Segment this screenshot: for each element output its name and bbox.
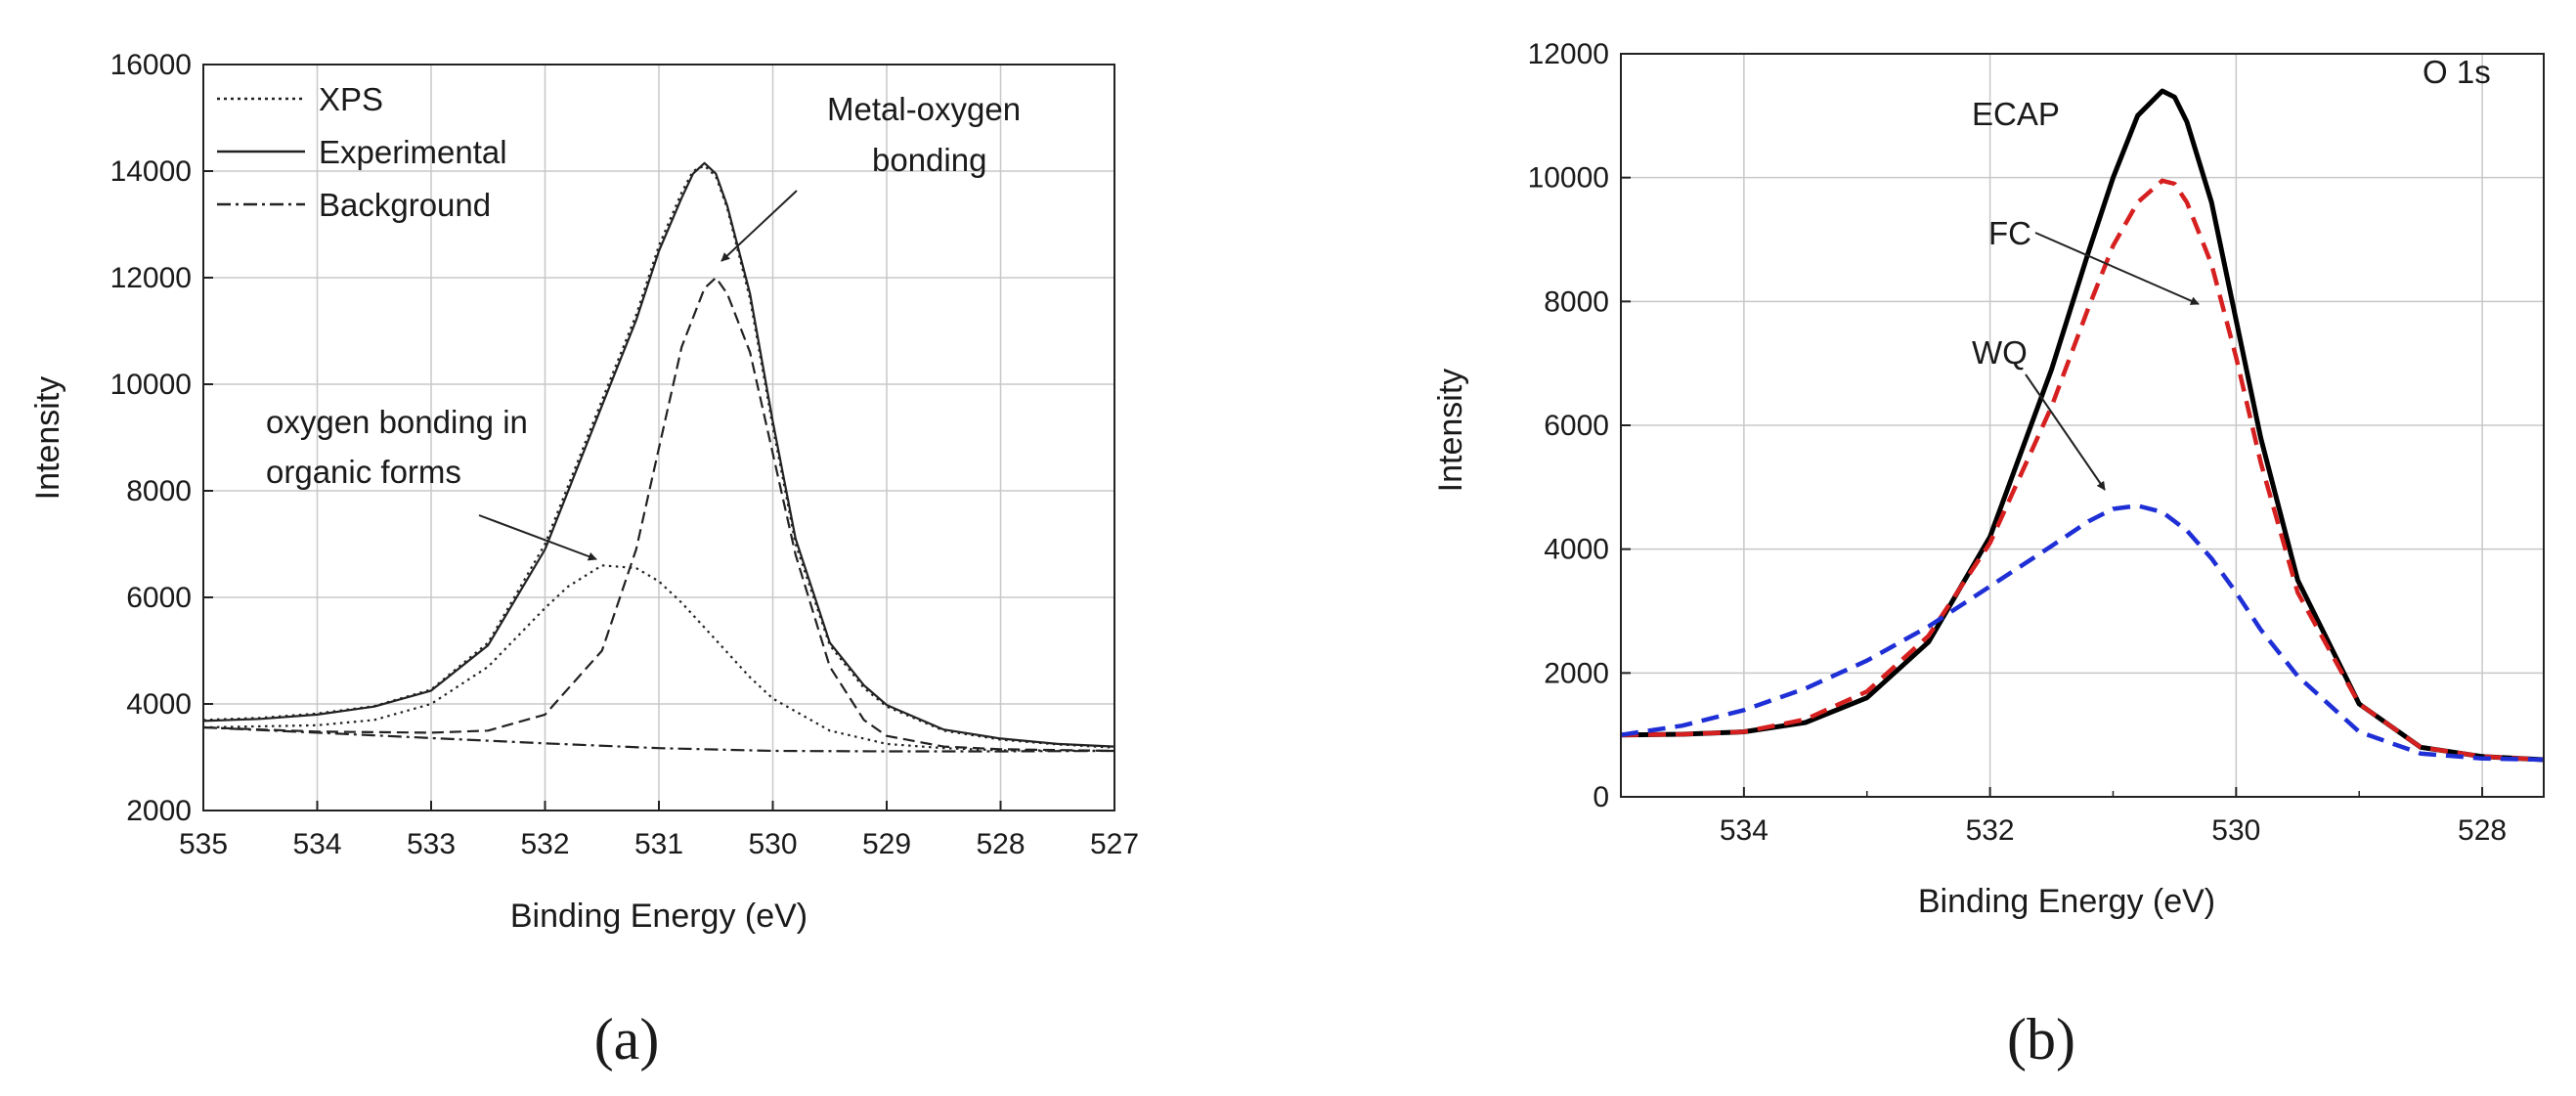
- panel-a-legend: XPS Experimental Background: [217, 81, 507, 223]
- annotation-organic-arrow: [478, 514, 597, 561]
- panel-a-annotation-metal-oxygen: Metal-oxygen bonding: [720, 91, 1021, 262]
- y-tick-label: 12000: [110, 262, 192, 294]
- y-tick-label: 2000: [1544, 657, 1609, 689]
- x-tick-label: 527: [1090, 828, 1139, 860]
- annotation-organic-line2: organic forms: [266, 454, 461, 490]
- x-tick-label: 532: [1966, 814, 2015, 847]
- panel-a-y-axis-title: Intensity: [29, 376, 66, 501]
- y-tick-label: 10000: [110, 369, 192, 401]
- panel-b-grid: [1621, 54, 2544, 797]
- panel-b-annotation-ecap: ECAP: [1972, 96, 2060, 132]
- y-tick-label: 0: [1593, 781, 1609, 813]
- annotation-metal-oxygen-line2: bonding: [872, 142, 986, 178]
- x-tick-label: 533: [407, 828, 456, 860]
- panel-b-annotation-fc: FC: [1988, 215, 2200, 305]
- series-line-metal-oxygen-bonding: [202, 276, 1115, 753]
- panel-a-series: [202, 161, 1115, 753]
- x-tick-label: 528: [976, 828, 1025, 860]
- x-tick-label: 531: [634, 828, 683, 860]
- legend-label-background: Background: [319, 187, 491, 223]
- series-line-ecap: [1620, 88, 2545, 763]
- panel-a-chart: 535 534 533 532 531 530 529 528 527 2000 4000 6000 8…: [29, 49, 1139, 1072]
- y-tick-label: 16000: [110, 49, 192, 81]
- y-tick-label: 10000: [1528, 162, 1609, 195]
- y-tick-label: 6000: [1544, 410, 1609, 442]
- x-tick-label: 532: [520, 828, 569, 860]
- panel-a-label: (a): [594, 1007, 660, 1072]
- y-tick-label: 4000: [126, 688, 192, 721]
- x-tick-label: 535: [179, 828, 228, 860]
- panel-b-x-axis-title: Binding Energy (eV): [1918, 883, 2215, 920]
- series-line-experimental: [202, 161, 1115, 748]
- annotation-fc-arrow: [2034, 232, 2200, 305]
- series-line-background: [202, 725, 1115, 753]
- x-tick-label: 534: [1720, 814, 1768, 847]
- panel-b-label: (b): [2007, 1007, 2075, 1072]
- panel-b-inset-title: O 1s: [2423, 54, 2491, 90]
- x-tick-label: 528: [2458, 814, 2507, 847]
- panel-b-ticks: 534 532 530 528 0 2000 4000 6000 8000 10000 12000: [1528, 38, 2508, 847]
- y-tick-label: 8000: [126, 475, 192, 507]
- x-tick-label: 530: [748, 828, 797, 860]
- annotation-metal-oxygen-line1: Metal-oxygen: [827, 91, 1021, 127]
- x-tick-label: 529: [862, 828, 911, 860]
- y-tick-label: 4000: [1544, 534, 1609, 566]
- panel-a-ticks: 535 534 533 532 531 530 529 528 527 2000 4000 6000 8…: [110, 49, 1139, 860]
- panel-b-series: [1620, 88, 2545, 763]
- panel-a-x-axis-title: Binding Energy (eV): [510, 898, 808, 935]
- y-tick-label: 14000: [110, 155, 192, 188]
- y-tick-label: 8000: [1544, 285, 1609, 318]
- panel-a-annotation-organic: oxygen bonding in organic forms: [266, 404, 597, 561]
- annotation-wq-arrow: [2025, 373, 2106, 491]
- x-tick-label: 534: [292, 828, 341, 860]
- panel-b-y-axis-title: Intensity: [1432, 369, 1469, 493]
- panel-b-chart: 534 532 530 528020004000600080001000012000 …: [1432, 38, 2545, 1072]
- annotation-fc-label: FC: [1988, 215, 2031, 251]
- panel-a-grid: [203, 65, 1114, 811]
- y-tick-label: 12000: [1528, 38, 1609, 70]
- y-tick-label: 6000: [126, 582, 192, 614]
- annotation-ecap-label: ECAP: [1972, 96, 2060, 132]
- x-tick-label: 530: [2211, 814, 2260, 847]
- panel-b-annotation-wq: WQ: [1972, 334, 2106, 491]
- series-line-fc: [1620, 178, 2545, 763]
- legend-label-experimental: Experimental: [319, 134, 507, 170]
- annotation-metal-oxygen-arrow: [720, 190, 798, 262]
- annotation-wq-label: WQ: [1972, 334, 2028, 371]
- legend-label-xps: XPS: [319, 81, 383, 117]
- annotation-organic-line1: oxygen bonding in: [266, 404, 528, 440]
- y-tick-label: 2000: [126, 795, 192, 827]
